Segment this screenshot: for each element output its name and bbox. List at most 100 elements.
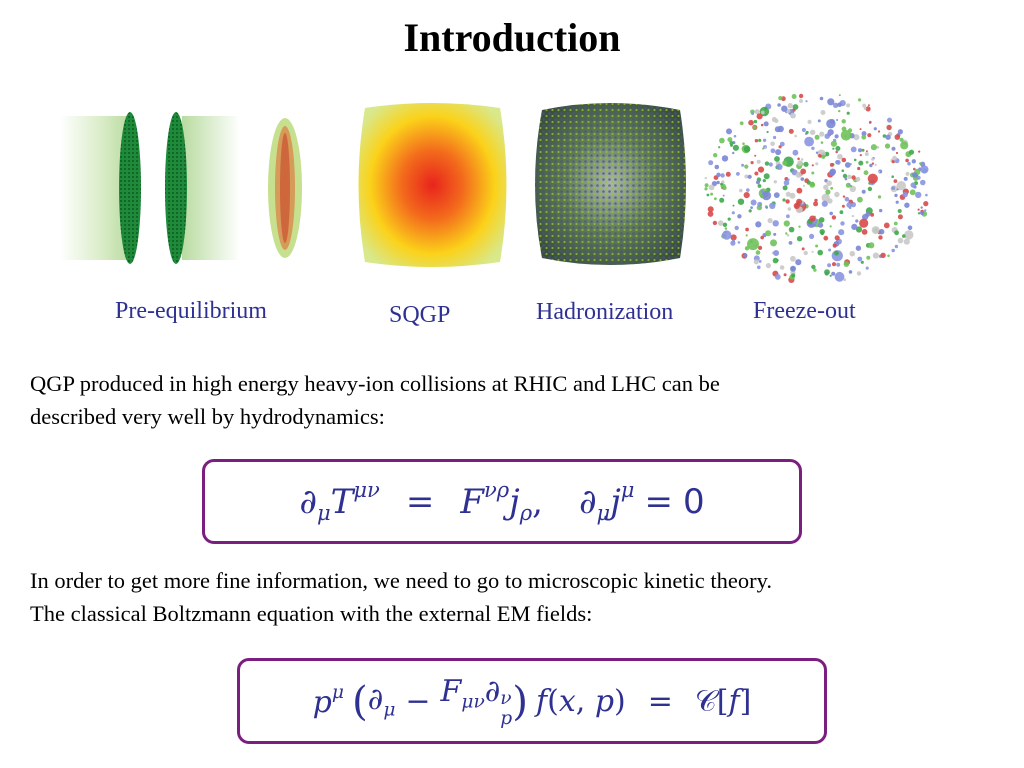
particle <box>817 249 823 256</box>
particle <box>859 218 869 228</box>
particle <box>760 194 764 199</box>
particle <box>855 176 861 182</box>
particle <box>815 162 819 166</box>
particle <box>884 143 891 149</box>
particle <box>811 250 814 253</box>
particle <box>862 103 867 108</box>
particle <box>873 127 877 131</box>
particle <box>850 146 857 153</box>
intro-line-2: described very well by hydrodynamics: <box>30 404 385 429</box>
particle <box>737 214 742 219</box>
particle <box>920 206 923 209</box>
particle <box>828 248 832 252</box>
particle <box>846 111 850 115</box>
particle <box>787 103 793 109</box>
particle <box>767 218 773 224</box>
particle <box>764 161 770 166</box>
particle <box>835 160 841 165</box>
particle <box>754 109 760 115</box>
particle <box>791 94 797 99</box>
particle <box>844 162 851 168</box>
particle <box>882 134 887 138</box>
particle <box>760 235 764 240</box>
particle <box>783 273 787 277</box>
particle <box>720 182 723 186</box>
particle <box>732 151 735 155</box>
particle <box>858 98 862 102</box>
particle <box>865 212 871 217</box>
particle <box>757 265 761 270</box>
particle <box>844 196 850 202</box>
particle <box>765 230 772 237</box>
particle <box>737 198 745 205</box>
particle <box>763 121 769 127</box>
particle <box>838 109 841 113</box>
particle <box>799 99 803 103</box>
particle <box>915 191 922 199</box>
particle <box>800 177 805 181</box>
particle <box>727 137 733 143</box>
particle <box>843 278 847 282</box>
particle <box>893 221 898 226</box>
particle <box>900 141 909 150</box>
particle <box>832 147 835 150</box>
particle <box>787 207 792 211</box>
particle <box>848 183 851 186</box>
intro-line-1: QGP produced in high energy heavy-ion co… <box>30 371 720 396</box>
particle <box>760 123 764 127</box>
particle <box>876 145 880 149</box>
particle <box>814 198 818 203</box>
particle <box>925 193 928 197</box>
particle <box>891 186 896 190</box>
hydro-equation-box: ∂μTμν = Fνρjρ, ∂μjμ = 0 <box>202 459 802 544</box>
particle <box>753 259 759 265</box>
particle <box>797 157 800 161</box>
particle <box>739 121 744 126</box>
particle <box>894 244 899 249</box>
particle <box>839 210 844 215</box>
particle <box>853 158 857 162</box>
particle <box>904 230 914 240</box>
particle <box>887 117 892 123</box>
particle <box>849 250 856 257</box>
particle <box>827 198 833 204</box>
particle <box>864 152 869 157</box>
particle <box>851 223 858 230</box>
particle <box>706 193 710 197</box>
particle <box>778 96 783 101</box>
particle <box>897 129 903 135</box>
particle <box>817 119 821 123</box>
particle <box>704 187 708 191</box>
particle <box>883 222 890 229</box>
particle <box>788 128 794 134</box>
particle <box>827 98 835 106</box>
particle <box>831 215 837 220</box>
particle <box>713 153 718 158</box>
particle <box>798 93 804 99</box>
particle <box>795 259 802 266</box>
particle <box>834 134 839 139</box>
particle <box>880 252 886 258</box>
particle <box>796 198 803 205</box>
particle <box>834 250 839 256</box>
particle <box>896 181 906 191</box>
particle <box>727 217 731 221</box>
particle <box>783 220 790 227</box>
particle <box>846 202 853 208</box>
particle <box>792 149 799 156</box>
particle <box>920 165 929 174</box>
particle <box>711 181 717 187</box>
slide-title: Introduction <box>403 15 621 60</box>
particle <box>798 225 801 228</box>
particle <box>891 248 895 253</box>
particle <box>904 202 910 208</box>
particle <box>718 146 721 149</box>
particle <box>708 160 714 166</box>
particle <box>756 159 761 164</box>
particle <box>722 222 728 227</box>
particle <box>790 112 796 119</box>
particle <box>792 104 799 110</box>
colliding-nuclei-image <box>60 112 302 264</box>
particle <box>821 154 826 159</box>
particle <box>731 211 735 215</box>
